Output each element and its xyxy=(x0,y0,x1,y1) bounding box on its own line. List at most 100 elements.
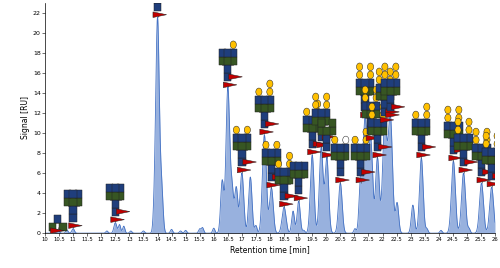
Bar xyxy=(280,168,287,176)
Bar xyxy=(314,124,322,132)
Ellipse shape xyxy=(382,63,388,71)
Bar xyxy=(268,173,275,181)
Bar xyxy=(374,143,381,151)
Bar xyxy=(376,84,383,92)
Bar xyxy=(300,162,308,170)
Bar xyxy=(112,184,119,192)
Bar xyxy=(342,144,349,152)
Bar xyxy=(255,104,262,112)
Bar xyxy=(70,206,77,214)
Bar xyxy=(295,162,302,170)
Bar xyxy=(412,119,420,127)
Bar xyxy=(112,200,119,208)
Bar xyxy=(418,135,425,143)
Bar xyxy=(494,148,500,156)
Bar xyxy=(224,49,232,57)
Bar xyxy=(64,189,72,198)
Bar xyxy=(418,119,425,127)
Bar xyxy=(117,192,124,200)
Bar xyxy=(268,165,275,173)
Ellipse shape xyxy=(286,160,292,168)
Bar xyxy=(478,160,485,168)
Bar xyxy=(328,119,336,127)
Bar xyxy=(312,109,320,117)
Bar xyxy=(323,127,330,135)
Bar xyxy=(466,134,472,142)
Bar xyxy=(460,150,467,158)
Bar xyxy=(300,170,308,178)
Bar xyxy=(260,96,268,104)
Bar xyxy=(357,152,364,160)
Bar xyxy=(352,152,358,160)
Ellipse shape xyxy=(473,128,479,136)
Ellipse shape xyxy=(363,136,369,144)
Ellipse shape xyxy=(376,68,382,76)
Bar xyxy=(376,92,383,100)
Bar xyxy=(244,142,251,150)
Ellipse shape xyxy=(369,111,375,119)
Ellipse shape xyxy=(286,152,292,160)
Bar xyxy=(386,103,394,111)
Bar xyxy=(218,49,226,57)
Bar xyxy=(60,223,67,231)
Ellipse shape xyxy=(314,108,321,116)
Bar xyxy=(295,178,302,186)
Bar xyxy=(386,87,394,95)
Bar xyxy=(450,138,457,146)
Bar xyxy=(386,79,394,87)
Bar xyxy=(275,168,282,176)
Bar xyxy=(75,198,82,206)
Bar xyxy=(273,157,280,165)
Bar xyxy=(362,144,370,152)
Bar xyxy=(380,119,386,127)
Ellipse shape xyxy=(267,88,273,96)
Bar xyxy=(290,170,297,178)
Bar xyxy=(303,124,310,132)
Bar xyxy=(117,184,124,192)
Bar xyxy=(362,103,368,111)
Bar xyxy=(478,168,485,176)
Ellipse shape xyxy=(352,136,358,144)
Bar xyxy=(455,130,462,138)
Bar xyxy=(482,148,490,156)
Bar xyxy=(423,119,430,127)
Bar xyxy=(318,133,325,141)
Bar xyxy=(314,116,322,124)
Bar xyxy=(488,164,496,172)
Bar xyxy=(318,127,325,135)
Ellipse shape xyxy=(342,136,349,144)
Bar xyxy=(374,135,381,143)
Bar xyxy=(75,189,82,198)
Bar xyxy=(367,126,374,134)
Ellipse shape xyxy=(483,132,489,140)
Ellipse shape xyxy=(380,103,386,111)
Bar xyxy=(478,152,485,160)
Bar xyxy=(154,0,161,3)
Bar xyxy=(450,122,457,130)
Bar xyxy=(154,3,161,11)
Bar xyxy=(494,156,500,164)
Ellipse shape xyxy=(356,71,362,79)
Bar xyxy=(356,79,363,87)
Ellipse shape xyxy=(393,63,399,71)
Bar xyxy=(356,87,363,95)
Bar xyxy=(260,112,268,120)
Bar xyxy=(112,192,119,200)
Bar xyxy=(466,142,472,150)
Bar xyxy=(484,152,490,160)
Ellipse shape xyxy=(267,80,273,88)
Bar xyxy=(478,144,485,152)
Bar xyxy=(323,117,330,125)
Bar xyxy=(336,152,344,160)
Bar xyxy=(450,146,457,154)
Bar xyxy=(367,87,374,95)
Ellipse shape xyxy=(456,106,462,114)
Bar xyxy=(336,144,344,152)
Bar xyxy=(218,57,226,65)
Bar xyxy=(362,152,370,160)
Bar xyxy=(418,127,425,135)
Bar xyxy=(342,152,349,160)
Bar xyxy=(460,134,467,142)
Ellipse shape xyxy=(274,141,280,149)
Bar xyxy=(381,108,388,116)
